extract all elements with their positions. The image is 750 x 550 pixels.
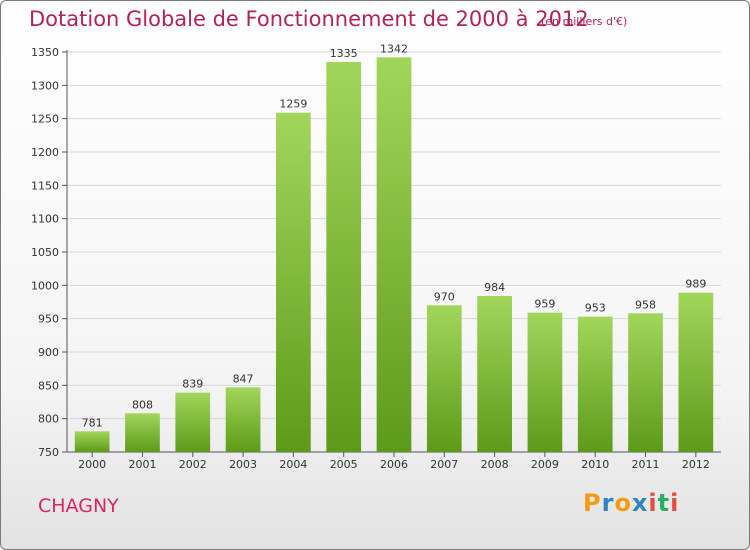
- value-label-2005: 1335: [330, 47, 358, 60]
- chart-subtitle: (en milliers d'€): [541, 15, 628, 28]
- bar-2007: [426, 305, 462, 452]
- value-label-2001: 808: [132, 398, 153, 411]
- x-tick-label-2010: 2010: [581, 458, 609, 471]
- bar-2012: [678, 292, 714, 452]
- y-tick-label: 750: [38, 446, 59, 459]
- x-tick-label-2004: 2004: [279, 458, 307, 471]
- logo-letter: x: [631, 489, 649, 517]
- value-label-2000: 781: [82, 416, 103, 429]
- value-label-2003: 847: [233, 372, 254, 385]
- y-tick-label: 1200: [31, 146, 59, 159]
- bar-2008: [477, 296, 512, 452]
- value-label-2012: 989: [685, 278, 706, 291]
- value-label-2010: 953: [585, 302, 606, 315]
- bar-2010: [577, 316, 613, 452]
- value-label-2009: 959: [534, 298, 555, 311]
- y-tick-label: 1150: [31, 179, 59, 192]
- logo-letter: P: [583, 489, 602, 517]
- logo-letter: i: [670, 489, 680, 517]
- logo-letter: r: [601, 489, 615, 517]
- value-labels: 781 808 839 847 1259 1335 1342 970 984 959 953 958 9…: [82, 42, 707, 429]
- x-tick-label-2011: 2011: [632, 458, 660, 471]
- bar-2003: [225, 387, 261, 452]
- x-axis: 2000 2001 2002 2003 2004 2005 2006 2007 2008 2009…: [78, 452, 710, 471]
- x-tick-label-2001: 2001: [128, 458, 156, 471]
- y-tick-label: 800: [38, 413, 59, 426]
- y-tick-label: 1350: [31, 46, 59, 59]
- y-tick-label: 1000: [31, 279, 59, 292]
- y-tick-label: 1100: [31, 213, 59, 226]
- x-tick-label-2003: 2003: [229, 458, 257, 471]
- logo-letter: i: [648, 489, 658, 517]
- x-tick-label-2005: 2005: [330, 458, 358, 471]
- logo-letter: o: [614, 489, 632, 517]
- x-tick-label-2009: 2009: [531, 458, 559, 471]
- value-label-2007: 970: [434, 290, 455, 303]
- bars: [74, 57, 714, 453]
- y-tick-label: 1250: [31, 113, 59, 126]
- y-tick-label: 850: [38, 379, 59, 392]
- value-label-2004: 1259: [279, 98, 307, 111]
- value-label-2006: 1342: [380, 42, 408, 55]
- x-tick-label-2006: 2006: [380, 458, 408, 471]
- x-tick-label-2007: 2007: [430, 458, 458, 471]
- x-tick-label-2002: 2002: [179, 458, 207, 471]
- bar-2002: [175, 392, 211, 452]
- bar-2006: [376, 57, 412, 452]
- logo-letter: t: [657, 489, 671, 517]
- chart-title: Dotation Globale de Fonctionnement de 20…: [29, 7, 589, 31]
- y-tick-label: 1300: [31, 79, 59, 92]
- y-tick-label: 900: [38, 346, 59, 359]
- y-tick-label: 1050: [31, 246, 59, 259]
- x-tick-label-2008: 2008: [481, 458, 509, 471]
- proxiti-logo: Proxiti: [583, 489, 679, 517]
- bar-2001: [125, 413, 160, 452]
- y-tick-label: 950: [38, 313, 59, 326]
- bar-2000: [74, 431, 110, 452]
- bar-2009: [527, 312, 563, 452]
- value-label-2002: 839: [182, 378, 203, 391]
- x-tick-label-2000: 2000: [78, 458, 106, 471]
- city-name: CHAGNY: [38, 495, 119, 517]
- value-label-2008: 984: [484, 281, 505, 294]
- x-tick-label-2012: 2012: [682, 458, 710, 471]
- value-label-2011: 958: [635, 298, 656, 311]
- bar-2004: [276, 112, 311, 453]
- bar-2011: [628, 313, 663, 452]
- bar-2005: [326, 62, 362, 452]
